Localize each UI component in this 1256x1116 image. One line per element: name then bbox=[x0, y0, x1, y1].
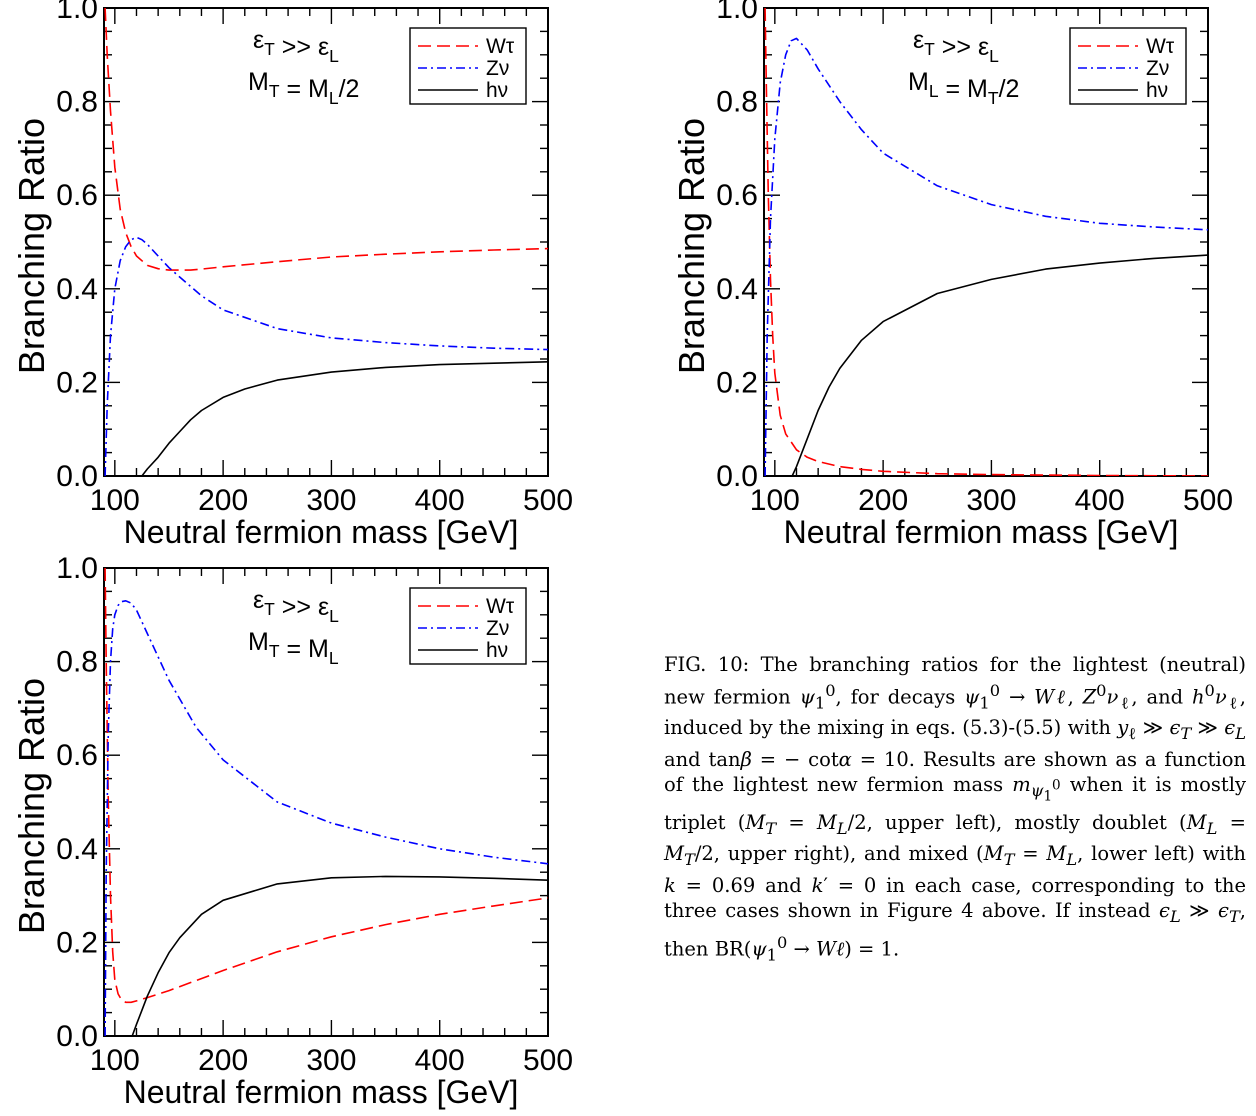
y-tick-label: 0.2 bbox=[56, 366, 98, 399]
plot-frame bbox=[103, 567, 549, 1037]
chart-lower-left: 100 200 300 400 500 0.0 0.2 0.4 0.6 0.8 1.0 Neutral… bbox=[11, 552, 573, 1110]
y-tick-label: 0.0 bbox=[56, 1020, 98, 1053]
series-line-solid bbox=[131, 875, 548, 1036]
x-axis-label: Neutral fermion mass [GeV] bbox=[784, 514, 1179, 550]
x-axis-label: Neutral fermion mass [GeV] bbox=[124, 514, 519, 550]
series-lines bbox=[764, 8, 1208, 476]
annotation-epsilon: εT >> εL bbox=[253, 586, 339, 626]
series-line-dashdot bbox=[104, 236, 548, 476]
legend-label: hν bbox=[486, 79, 508, 102]
legend-label: Zν bbox=[486, 617, 509, 640]
x-tick-label: 100 bbox=[750, 484, 800, 517]
y-tick-label: 0.0 bbox=[56, 460, 98, 493]
annotation-mass-relation: ML = MT/2 bbox=[908, 68, 1019, 108]
series-line-solid bbox=[141, 361, 548, 476]
annotation-mass-relation: MT = ML bbox=[248, 628, 339, 668]
y-tick-label: 0.8 bbox=[716, 86, 758, 119]
x-axis-label: Neutral fermion mass [GeV] bbox=[124, 1074, 519, 1110]
legend-label: hν bbox=[1146, 79, 1168, 102]
legend-label: Zν bbox=[1146, 57, 1169, 80]
series-line-dashdot bbox=[104, 599, 548, 1036]
legend-label: Wτ bbox=[1146, 35, 1175, 58]
x-tick-label: 300 bbox=[966, 484, 1016, 517]
y-tick-label: 0.6 bbox=[716, 179, 758, 212]
series-line-dashed bbox=[104, 568, 548, 1004]
x-tick-label: 300 bbox=[306, 484, 356, 517]
y-tick-label: 0.6 bbox=[56, 179, 98, 212]
x-tick-label: 400 bbox=[415, 484, 465, 517]
y-tick-label: 0.2 bbox=[716, 366, 758, 399]
x-tick-label: 400 bbox=[415, 1044, 465, 1077]
y-tick-label: 1.0 bbox=[56, 0, 98, 25]
x-tick-label: 200 bbox=[198, 1044, 248, 1077]
series-line-solid bbox=[791, 254, 1208, 476]
y-tick-label: 1.0 bbox=[56, 552, 98, 585]
y-tick-label: 0.4 bbox=[56, 833, 98, 866]
x-tick-label: 500 bbox=[523, 484, 573, 517]
y-axis-label: Branching Ratio bbox=[671, 118, 712, 374]
x-tick-label: 300 bbox=[306, 1044, 356, 1077]
x-tick-label: 400 bbox=[1075, 484, 1125, 517]
legend-label: Zν bbox=[486, 57, 509, 80]
annotation-epsilon: εT >> εL bbox=[253, 26, 339, 66]
y-tick-label: 1.0 bbox=[716, 0, 758, 25]
figure-caption: FIG. 10: The branching ratios for the li… bbox=[664, 653, 1246, 964]
x-tick-label: 100 bbox=[90, 484, 140, 517]
x-tick-label: 200 bbox=[198, 484, 248, 517]
ticks bbox=[104, 567, 549, 1037]
y-tick-label: 0.8 bbox=[56, 86, 98, 119]
series-lines bbox=[104, 8, 548, 476]
x-tick-label: 100 bbox=[90, 1044, 140, 1077]
chart-upper-right: 100 200 300 400 500 0.0 0.2 0.4 0.6 0.8 1.0 Neutral… bbox=[671, 0, 1233, 550]
plot-frame bbox=[763, 7, 1209, 477]
chart-upper-left: 100 200 300 400 500 0.0 0.2 0.4 0.6 0.8 1.0 Neutral… bbox=[11, 0, 573, 550]
legend-label: Wτ bbox=[486, 35, 515, 58]
series-line-dashed bbox=[764, 8, 1208, 476]
series-line-dashed bbox=[104, 8, 548, 271]
y-tick-label: 0.6 bbox=[56, 739, 98, 772]
x-tick-label: 500 bbox=[1183, 484, 1233, 517]
y-tick-label: 0.0 bbox=[716, 460, 758, 493]
legend-label: Wτ bbox=[486, 595, 515, 618]
series-lines bbox=[104, 568, 548, 1036]
legend-label: hν bbox=[486, 639, 508, 662]
legend-box bbox=[409, 27, 527, 105]
y-axis-label: Branching Ratio bbox=[11, 678, 52, 934]
y-tick-label: 0.2 bbox=[56, 926, 98, 959]
y-tick-label: 0.8 bbox=[56, 646, 98, 679]
y-axis-label: Branching Ratio bbox=[11, 118, 52, 374]
plot-frame bbox=[103, 7, 549, 477]
x-tick-label: 200 bbox=[858, 484, 908, 517]
annotation-epsilon: εT >> εL bbox=[913, 26, 999, 66]
annotation-mass-relation: MT = ML/2 bbox=[248, 68, 359, 108]
y-tick-label: 0.4 bbox=[716, 273, 758, 306]
legend-box bbox=[1069, 27, 1187, 105]
x-tick-label: 500 bbox=[523, 1044, 573, 1077]
ticks bbox=[764, 7, 1209, 477]
series-line-dashdot bbox=[764, 37, 1208, 476]
y-tick-label: 0.4 bbox=[56, 273, 98, 306]
legend-box bbox=[409, 587, 527, 665]
